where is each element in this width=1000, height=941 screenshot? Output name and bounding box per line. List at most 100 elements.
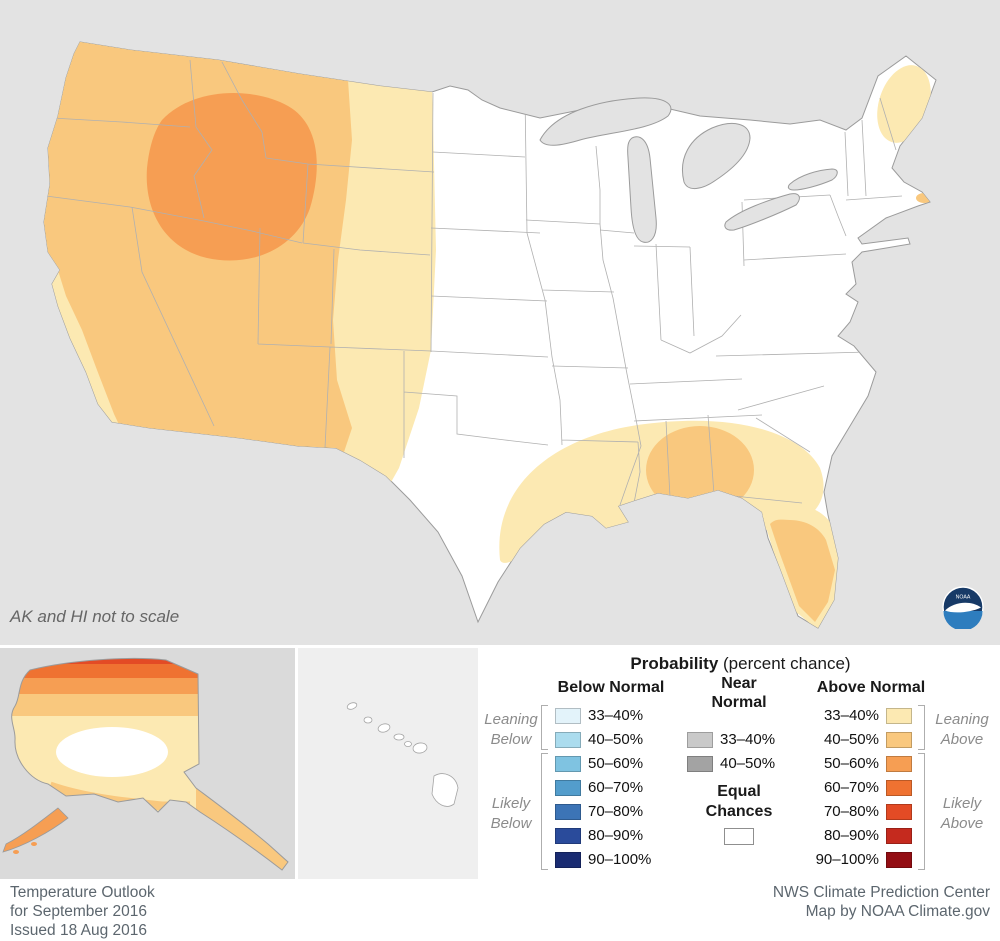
- legend-row-below-80-90: 80–90%: [555, 827, 643, 844]
- lake-superior: [539, 97, 672, 146]
- legend-row-below-90-100: 90–100%: [555, 851, 651, 868]
- footer-left: Temperature Outlook for September 2016 I…: [10, 884, 155, 941]
- ak-panhandle-40-50: [196, 786, 288, 870]
- legend-swatch-below-70-80: [555, 803, 581, 820]
- legend-swatch-above-90-100: [886, 851, 912, 868]
- region-gulf-above-40-50-core: [646, 426, 754, 514]
- hawaii-map: [346, 702, 459, 807]
- lake-erie: [724, 193, 800, 231]
- hawaii-inset: [298, 648, 478, 879]
- legend-row-below-70-80: 70–80%: [555, 803, 643, 820]
- group-label-leaning-above: Leaning Above: [935, 711, 989, 748]
- legend-row-above-70-80: 70–80%: [813, 803, 912, 820]
- island-molokai: [393, 733, 405, 741]
- bracket-likely-below: [541, 753, 548, 870]
- legend-swatch-above-70-80: [886, 803, 912, 820]
- region-northwest-above-50-60-core: [146, 93, 317, 261]
- footer-source: NWS Climate Prediction Center: [772, 884, 990, 901]
- noaa-logo: NOAA: [942, 586, 984, 629]
- legend-swatch-above-40-50: [886, 731, 912, 748]
- legend-label-near-33-40: 33–40%: [720, 731, 776, 748]
- noaa-logo-bird-icon: [945, 602, 981, 613]
- legend-swatch-above-33-40: [886, 707, 912, 724]
- legend-row-near-40-50: 40–50%: [687, 755, 775, 772]
- scale-note: AK and HI not to scale: [10, 607, 180, 626]
- legend-header-above-normal: Above Normal: [816, 679, 926, 696]
- legend-label-above-80-90: 80–90%: [823, 827, 879, 844]
- legend-row-above-80-90: 80–90%: [813, 827, 912, 844]
- footer: Temperature Outlook for September 2016 I…: [0, 879, 1000, 940]
- legend-label-above-60-70: 60–70%: [823, 779, 879, 796]
- island-niihau: [363, 716, 373, 724]
- legend-swatch-below-80-90: [555, 827, 581, 844]
- legend-header-below-normal: Below Normal: [557, 679, 665, 696]
- group-label-likely-above: Likely Above: [940, 795, 984, 832]
- legend-swatch-below-60-70: [555, 779, 581, 796]
- group-label-leaning-below: Leaning Below: [484, 711, 538, 748]
- island-oahu: [377, 723, 391, 733]
- legend-row-above-40-50: 40–50%: [813, 731, 912, 748]
- hawaiian-islands: [346, 702, 459, 807]
- island-hawaii: [431, 773, 459, 807]
- region-maine-leaning-above-33-40: [877, 65, 931, 143]
- legend-label-below-90-100: 90–100%: [588, 851, 652, 868]
- legend-swatch-above-80-90: [886, 827, 912, 844]
- legend-label-below-33-40: 33–40%: [588, 707, 644, 724]
- footer-period: for September 2016: [10, 902, 148, 920]
- region-florida-above-40-50: [770, 519, 835, 622]
- legend-row-below-33-40: 33–40%: [555, 707, 643, 724]
- state-borders: [45, 59, 903, 506]
- ak-band-50-60: [11, 678, 288, 694]
- legend-row-above-50-60: 50–60%: [813, 755, 912, 772]
- alaska-map: [2, 657, 289, 871]
- equal-chances-swatch: [724, 828, 754, 845]
- aleutian-islet: [13, 850, 19, 854]
- ak-band-60-70: [11, 664, 288, 678]
- footer-issued: Issued 18 Aug 2016: [10, 921, 148, 939]
- island-maui: [412, 742, 428, 754]
- main-map-area: AK and HI not to scale NOAA: [0, 0, 1000, 645]
- legend-row-above-33-40: 33–40%: [813, 707, 912, 724]
- legend-title-suffix: (percent chance): [718, 654, 851, 673]
- legend-label-near-40-50: 40–50%: [720, 755, 776, 772]
- footer-right: NWS Climate Prediction Center Map by NOA…: [773, 884, 990, 922]
- legend-swatch-above-60-70: [886, 779, 912, 796]
- bracket-likely-above: [918, 753, 925, 870]
- legend-row-above-90-100: 90–100%: [813, 851, 912, 868]
- legend-label-above-90-100: 90–100%: [815, 851, 879, 868]
- legend-row-below-40-50: 40–50%: [555, 731, 643, 748]
- bracket-leaning-above: [918, 705, 925, 750]
- ak-outline: [11, 657, 289, 871]
- legend-swatch-below-40-50: [555, 731, 581, 748]
- legend-row-below-50-60: 50–60%: [555, 755, 643, 772]
- footer-title: Temperature Outlook: [10, 884, 155, 901]
- legend-header-near-normal: Near Normal: [711, 675, 767, 712]
- island-kauai: [346, 702, 358, 710]
- legend-label-above-70-80: 70–80%: [823, 803, 879, 820]
- legend-label-below-40-50: 40–50%: [588, 731, 644, 748]
- noaa-logo-text: NOAA: [956, 595, 971, 601]
- ak-band-70-80: [11, 658, 288, 664]
- legend-label-below-60-70: 60–70%: [588, 779, 644, 796]
- legend-label-below-70-80: 70–80%: [588, 803, 644, 820]
- legend-label-below-80-90: 80–90%: [588, 827, 644, 844]
- group-label-likely-below: Likely Below: [490, 795, 532, 832]
- legend-swatch-above-50-60: [886, 755, 912, 772]
- legend-label-above-50-60: 50–60%: [823, 755, 879, 772]
- aleutian-islet: [31, 842, 37, 846]
- conus-map: [0, 0, 1000, 645]
- lake-michigan: [627, 136, 657, 243]
- footer-credit: Map by NOAA Climate.gov: [805, 902, 990, 920]
- alaska-inset: [0, 648, 295, 879]
- noaa-logo-lower-sea: [943, 611, 983, 629]
- legend-swatch-below-33-40: [555, 707, 581, 724]
- ak-white-center: [56, 727, 168, 777]
- legend-label-above-33-40: 33–40%: [823, 707, 879, 724]
- legend-row-near-33-40: 33–40%: [687, 731, 775, 748]
- inset-row: Probability (percent chance) Below Norma…: [0, 648, 1000, 879]
- equal-chances-label: Equal Chances: [705, 783, 773, 820]
- legend-swatch-below-50-60: [555, 755, 581, 772]
- great-lakes: [539, 97, 838, 243]
- legend-swatch-near-40-50: [687, 755, 713, 772]
